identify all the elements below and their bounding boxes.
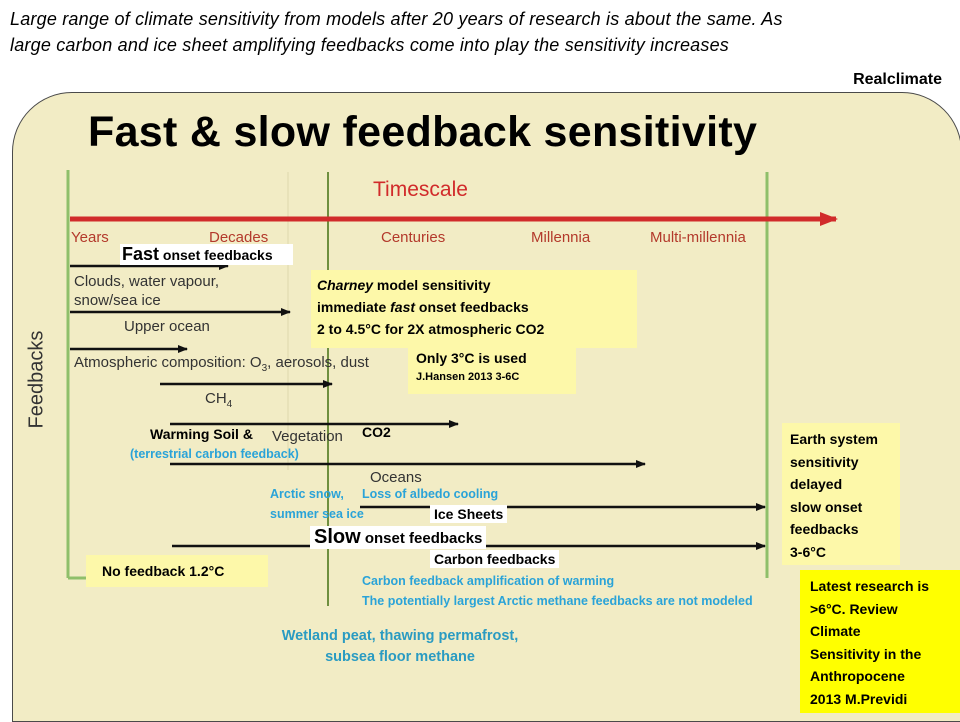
earth-system-box: Earth system sensitivity delayed slow on… — [782, 423, 900, 565]
top-caption: Large range of climate sensitivity from … — [10, 6, 950, 58]
atmos-text: Atmospheric composition: O — [74, 354, 262, 371]
item-clouds: Clouds, water vapour, — [74, 273, 220, 290]
earth-line-2: sensitivity — [790, 453, 859, 470]
methane-note: The potentially largest Arctic methane f… — [362, 594, 753, 608]
warming-soil-label: Warming Soil & — [150, 426, 253, 442]
carbon-amplification-note: Carbon feedback amplification of warming — [362, 574, 615, 588]
charney-line-1: Charney model sensitivity — [317, 274, 631, 296]
earth-line-1: Earth system — [790, 431, 878, 447]
latest-line-1: Latest research is — [810, 578, 930, 594]
co2-label: CO2 — [362, 424, 391, 440]
earth-line-4: slow onset — [790, 498, 863, 515]
caption-line-1: Large range of climate sensitivity from … — [10, 9, 783, 29]
wetland-line-2: subsea floor methane — [325, 649, 475, 665]
charney-l2-post: onset feedbacks — [415, 299, 529, 315]
slow-onset-suffix: onset feedbacks — [360, 530, 483, 547]
tick-decades: Decades — [209, 229, 269, 246]
item-upper-ocean: Upper ocean — [124, 318, 210, 335]
charney-line-2: immediate fast onset feedbacks — [317, 296, 631, 318]
no-feedback-box: No feedback 1.2°C — [86, 555, 268, 587]
charney-l2-pre: immediate — [317, 299, 391, 315]
latest-research-box: Latest research is >6°C. Review Climate … — [800, 570, 960, 713]
fast-onset-suffix: onset feedbacks — [159, 247, 273, 263]
tick-years: Years — [71, 229, 109, 246]
latest-line-2: >6°C. Review — [810, 600, 898, 617]
earth-line-3: delayed — [790, 476, 843, 492]
carbon-feedbacks-label: Carbon feedbacks — [430, 550, 560, 568]
hansen-box: Only 3°C is used J.Hansen 2013 3-6C — [408, 344, 576, 394]
charney-em: Charney — [317, 277, 374, 293]
tick-multi-millennia: Multi-millennia — [650, 229, 746, 246]
albedo-label: Loss of albedo cooling — [362, 487, 499, 501]
item-vegetation: Vegetation — [272, 428, 343, 445]
latest-line-5: Anthropocene — [810, 668, 905, 684]
atmos-tail: , aerosols, dust — [267, 354, 369, 371]
arctic-snow-label-2: summer sea ice — [270, 507, 364, 521]
latest-line-6: 2013 M.Previdi — [810, 690, 908, 707]
ice-sheets-label: Ice Sheets — [430, 505, 508, 523]
slow-word: Slow — [314, 526, 361, 548]
hansen-line-1: Only 3°C is used — [416, 350, 527, 366]
item-oceans: Oceans — [370, 469, 422, 486]
fast-word: Fast — [122, 244, 160, 264]
earth-line-6: 3-6°C — [790, 543, 826, 560]
hansen-line-2: J.Hansen 2013 3-6C — [416, 371, 520, 383]
charney-box: Charney model sensitivity immediate fast… — [311, 270, 637, 348]
source-label: Realclimate — [853, 71, 942, 88]
caption-line-2: large carbon and ice sheet amplifying fe… — [10, 35, 729, 55]
tick-millennia: Millennia — [531, 229, 591, 246]
fast-onset-label: Fast onset feedbacks — [120, 244, 293, 265]
charney-line-3: 2 to 4.5°C for 2X atmospheric CO2 — [317, 321, 545, 337]
slow-onset-label: Slow onset feedbacks — [310, 526, 487, 549]
charney-rest: model sensitivity — [373, 277, 491, 293]
earth-line-5: feedbacks — [790, 521, 859, 537]
item-snow-ice: snow/sea ice — [74, 292, 161, 309]
timescale-label: Timescale — [373, 178, 468, 201]
arctic-snow-label-1: Arctic snow, — [270, 487, 344, 501]
diagram-title: Fast & slow feedback sensitivity — [88, 108, 758, 156]
wetland-line-1: Wetland peat, thawing permafrost, — [281, 628, 519, 644]
item-atmospheric-composition: Atmospheric composition: O3, aerosols, d… — [74, 354, 369, 374]
latest-line-3: Climate — [810, 623, 861, 639]
ch4-text: CH — [205, 390, 227, 407]
item-ch4: CH4 — [205, 390, 233, 410]
wetland-note: Wetland peat, thawing permafrost, subsea… — [240, 626, 560, 668]
terrestrial-carbon-label: (terrestrial carbon feedback) — [130, 447, 299, 461]
feedbacks-axis-label: Feedbacks — [25, 330, 48, 429]
charney-l2-em: fast — [390, 299, 416, 315]
latest-line-4: Sensitivity in the — [810, 645, 922, 662]
tick-centuries: Centuries — [381, 229, 446, 246]
